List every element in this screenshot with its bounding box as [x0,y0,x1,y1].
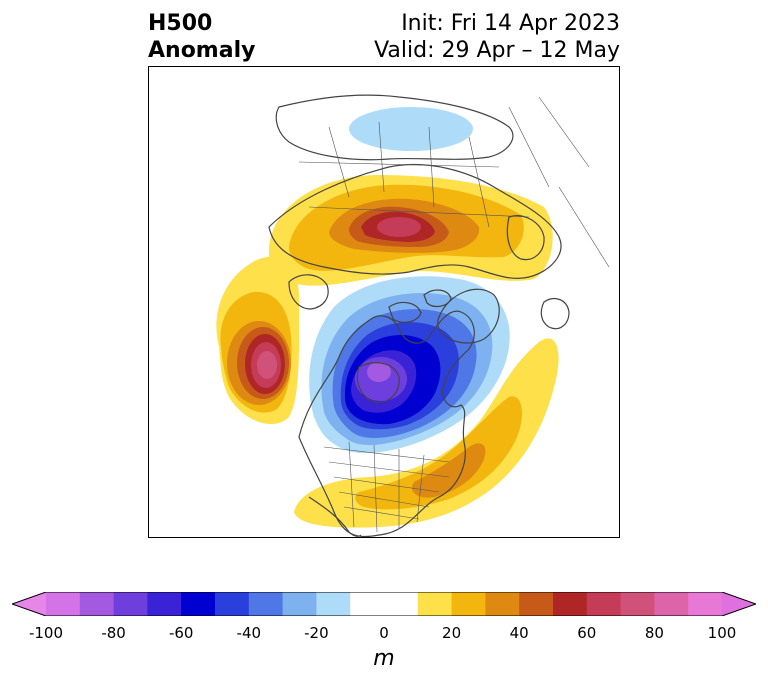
colorbar-segment [248,592,284,616]
colorbar-segment [417,592,453,616]
anomaly-canada-trough [309,276,510,454]
colorbar-tick-label: -60 [168,624,194,642]
colorbar-segment [46,592,81,616]
valid-range: Valid: 29 Apr – 12 May [374,38,620,63]
colorbar-tick-label: 0 [379,624,389,642]
colorbar-segment [688,592,723,616]
colorbar-segment [316,592,351,616]
colorbar-tick-label: 20 [442,624,462,642]
anomaly-atlantic-ridge [294,338,559,528]
anomaly-siberia-negative [349,107,473,151]
colorbar-segment [586,592,622,616]
state-borders [323,441,450,533]
country-borders [298,96,610,268]
coastlines [268,94,570,537]
colorbar-segment [654,592,689,616]
colorbar-tick-label: -80 [101,624,126,642]
colorbar-tick-label: -40 [236,624,262,642]
anomaly-map [148,66,620,538]
field-title: H500 Anomaly [148,10,255,64]
colorbar [12,592,756,616]
colorbar-segment [485,592,520,616]
colorbar-tick-label: 100 [707,624,737,642]
colorbar-segment [79,592,115,616]
date-info: Init: Fri 14 Apr 2023 Valid: 29 Apr – 12… [374,10,620,64]
colorbar-segment [181,592,216,616]
colorbar-segment [113,592,148,616]
anomaly-arctic-ridge [269,175,553,286]
colorbar-tick-label: 80 [644,624,664,642]
colorbar-segment [451,592,486,616]
colorbar-segment [519,592,554,616]
colorbar-segment [553,592,588,616]
field-title-line2: Anomaly [148,38,256,63]
colorbar-tick-label: 60 [577,624,597,642]
map-canvas [216,94,610,537]
colorbar-segment [147,592,182,616]
anomaly-pacific-ridge [216,256,300,425]
colorbar-tick-label: 40 [509,624,529,642]
init-date: Init: Fri 14 Apr 2023 [401,11,620,36]
colorbar-extend-max [722,592,756,616]
colorbar-segment [620,592,655,616]
field-title-line1: H500 [148,11,213,36]
colorbar-unit-label: m [373,646,395,671]
colorbar-segment [215,592,250,616]
colorbar-tick-label: -20 [304,624,329,642]
colorbar-segment [350,592,419,616]
colorbar-segment [282,592,317,616]
colorbar-extend-min [12,592,46,616]
colorbar-tick-label: -100 [28,624,64,642]
